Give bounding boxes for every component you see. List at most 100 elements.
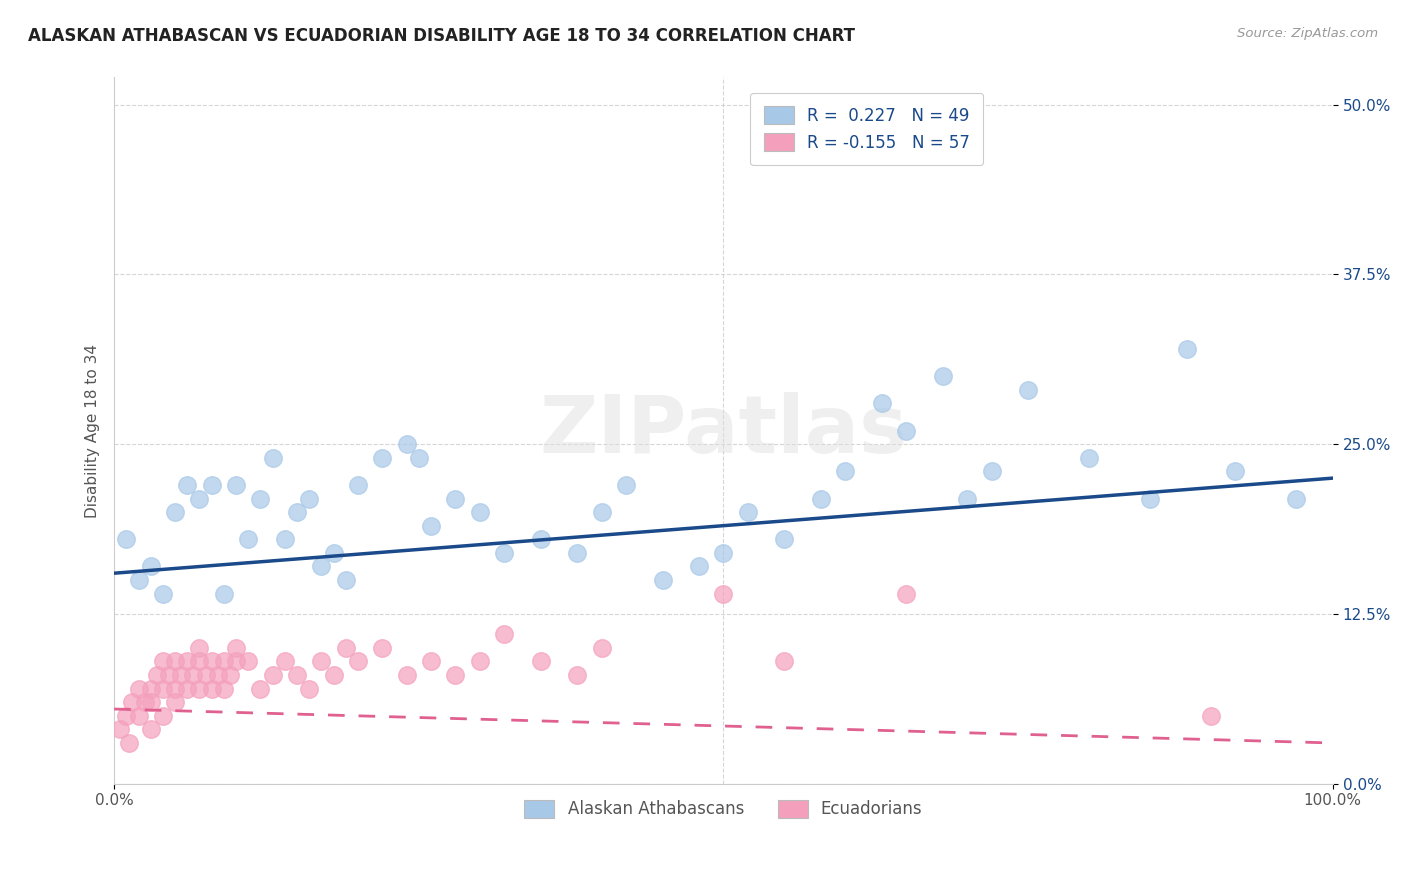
- Point: [468, 505, 491, 519]
- Point: [335, 573, 357, 587]
- Point: [420, 655, 443, 669]
- Point: [1139, 491, 1161, 506]
- Point: [896, 424, 918, 438]
- Point: [152, 708, 174, 723]
- Text: ZIPatlas: ZIPatlas: [540, 392, 908, 469]
- Point: [139, 681, 162, 696]
- Point: [128, 708, 150, 723]
- Point: [188, 655, 211, 669]
- Legend: Alaskan Athabascans, Ecuadorians: Alaskan Athabascans, Ecuadorians: [517, 793, 929, 825]
- Point: [468, 655, 491, 669]
- Point: [110, 723, 132, 737]
- Point: [713, 546, 735, 560]
- Point: [1199, 708, 1222, 723]
- Point: [956, 491, 979, 506]
- Point: [238, 533, 260, 547]
- Point: [225, 655, 247, 669]
- Point: [212, 681, 235, 696]
- Point: [298, 491, 321, 506]
- Point: [1078, 450, 1101, 465]
- Point: [212, 586, 235, 600]
- Point: [285, 505, 308, 519]
- Point: [932, 369, 955, 384]
- Point: [225, 478, 247, 492]
- Point: [980, 464, 1002, 478]
- Point: [249, 491, 271, 506]
- Point: [773, 533, 796, 547]
- Point: [567, 546, 589, 560]
- Point: [371, 450, 394, 465]
- Point: [207, 668, 229, 682]
- Point: [165, 695, 187, 709]
- Point: [188, 640, 211, 655]
- Point: [262, 450, 284, 465]
- Text: ALASKAN ATHABASCAN VS ECUADORIAN DISABILITY AGE 18 TO 34 CORRELATION CHART: ALASKAN ATHABASCAN VS ECUADORIAN DISABIL…: [28, 27, 855, 45]
- Point: [567, 668, 589, 682]
- Point: [152, 586, 174, 600]
- Point: [298, 681, 321, 696]
- Point: [408, 450, 430, 465]
- Point: [896, 586, 918, 600]
- Y-axis label: Disability Age 18 to 34: Disability Age 18 to 34: [86, 343, 100, 517]
- Point: [713, 586, 735, 600]
- Point: [183, 668, 205, 682]
- Point: [274, 533, 297, 547]
- Point: [157, 668, 180, 682]
- Point: [395, 437, 418, 451]
- Point: [152, 655, 174, 669]
- Point: [165, 681, 187, 696]
- Point: [444, 668, 467, 682]
- Point: [128, 573, 150, 587]
- Point: [420, 518, 443, 533]
- Point: [146, 668, 169, 682]
- Point: [870, 396, 893, 410]
- Point: [212, 655, 235, 669]
- Point: [688, 559, 710, 574]
- Point: [194, 668, 217, 682]
- Point: [311, 655, 333, 669]
- Point: [322, 546, 344, 560]
- Point: [152, 681, 174, 696]
- Point: [262, 668, 284, 682]
- Point: [115, 708, 138, 723]
- Point: [115, 533, 138, 547]
- Point: [530, 655, 553, 669]
- Point: [249, 681, 271, 696]
- Point: [219, 668, 242, 682]
- Point: [444, 491, 467, 506]
- Point: [591, 640, 613, 655]
- Point: [1017, 383, 1039, 397]
- Point: [238, 655, 260, 669]
- Point: [274, 655, 297, 669]
- Point: [810, 491, 832, 506]
- Point: [347, 478, 370, 492]
- Point: [225, 640, 247, 655]
- Point: [176, 681, 198, 696]
- Point: [188, 681, 211, 696]
- Point: [201, 681, 224, 696]
- Point: [1225, 464, 1247, 478]
- Point: [651, 573, 673, 587]
- Point: [494, 627, 516, 641]
- Point: [188, 491, 211, 506]
- Point: [201, 655, 224, 669]
- Point: [322, 668, 344, 682]
- Point: [737, 505, 759, 519]
- Point: [530, 533, 553, 547]
- Point: [285, 668, 308, 682]
- Point: [591, 505, 613, 519]
- Point: [335, 640, 357, 655]
- Point: [347, 655, 370, 669]
- Point: [121, 695, 143, 709]
- Point: [494, 546, 516, 560]
- Point: [134, 695, 156, 709]
- Point: [614, 478, 637, 492]
- Point: [128, 681, 150, 696]
- Point: [834, 464, 856, 478]
- Point: [139, 559, 162, 574]
- Point: [371, 640, 394, 655]
- Text: Source: ZipAtlas.com: Source: ZipAtlas.com: [1237, 27, 1378, 40]
- Point: [170, 668, 193, 682]
- Point: [773, 655, 796, 669]
- Point: [139, 695, 162, 709]
